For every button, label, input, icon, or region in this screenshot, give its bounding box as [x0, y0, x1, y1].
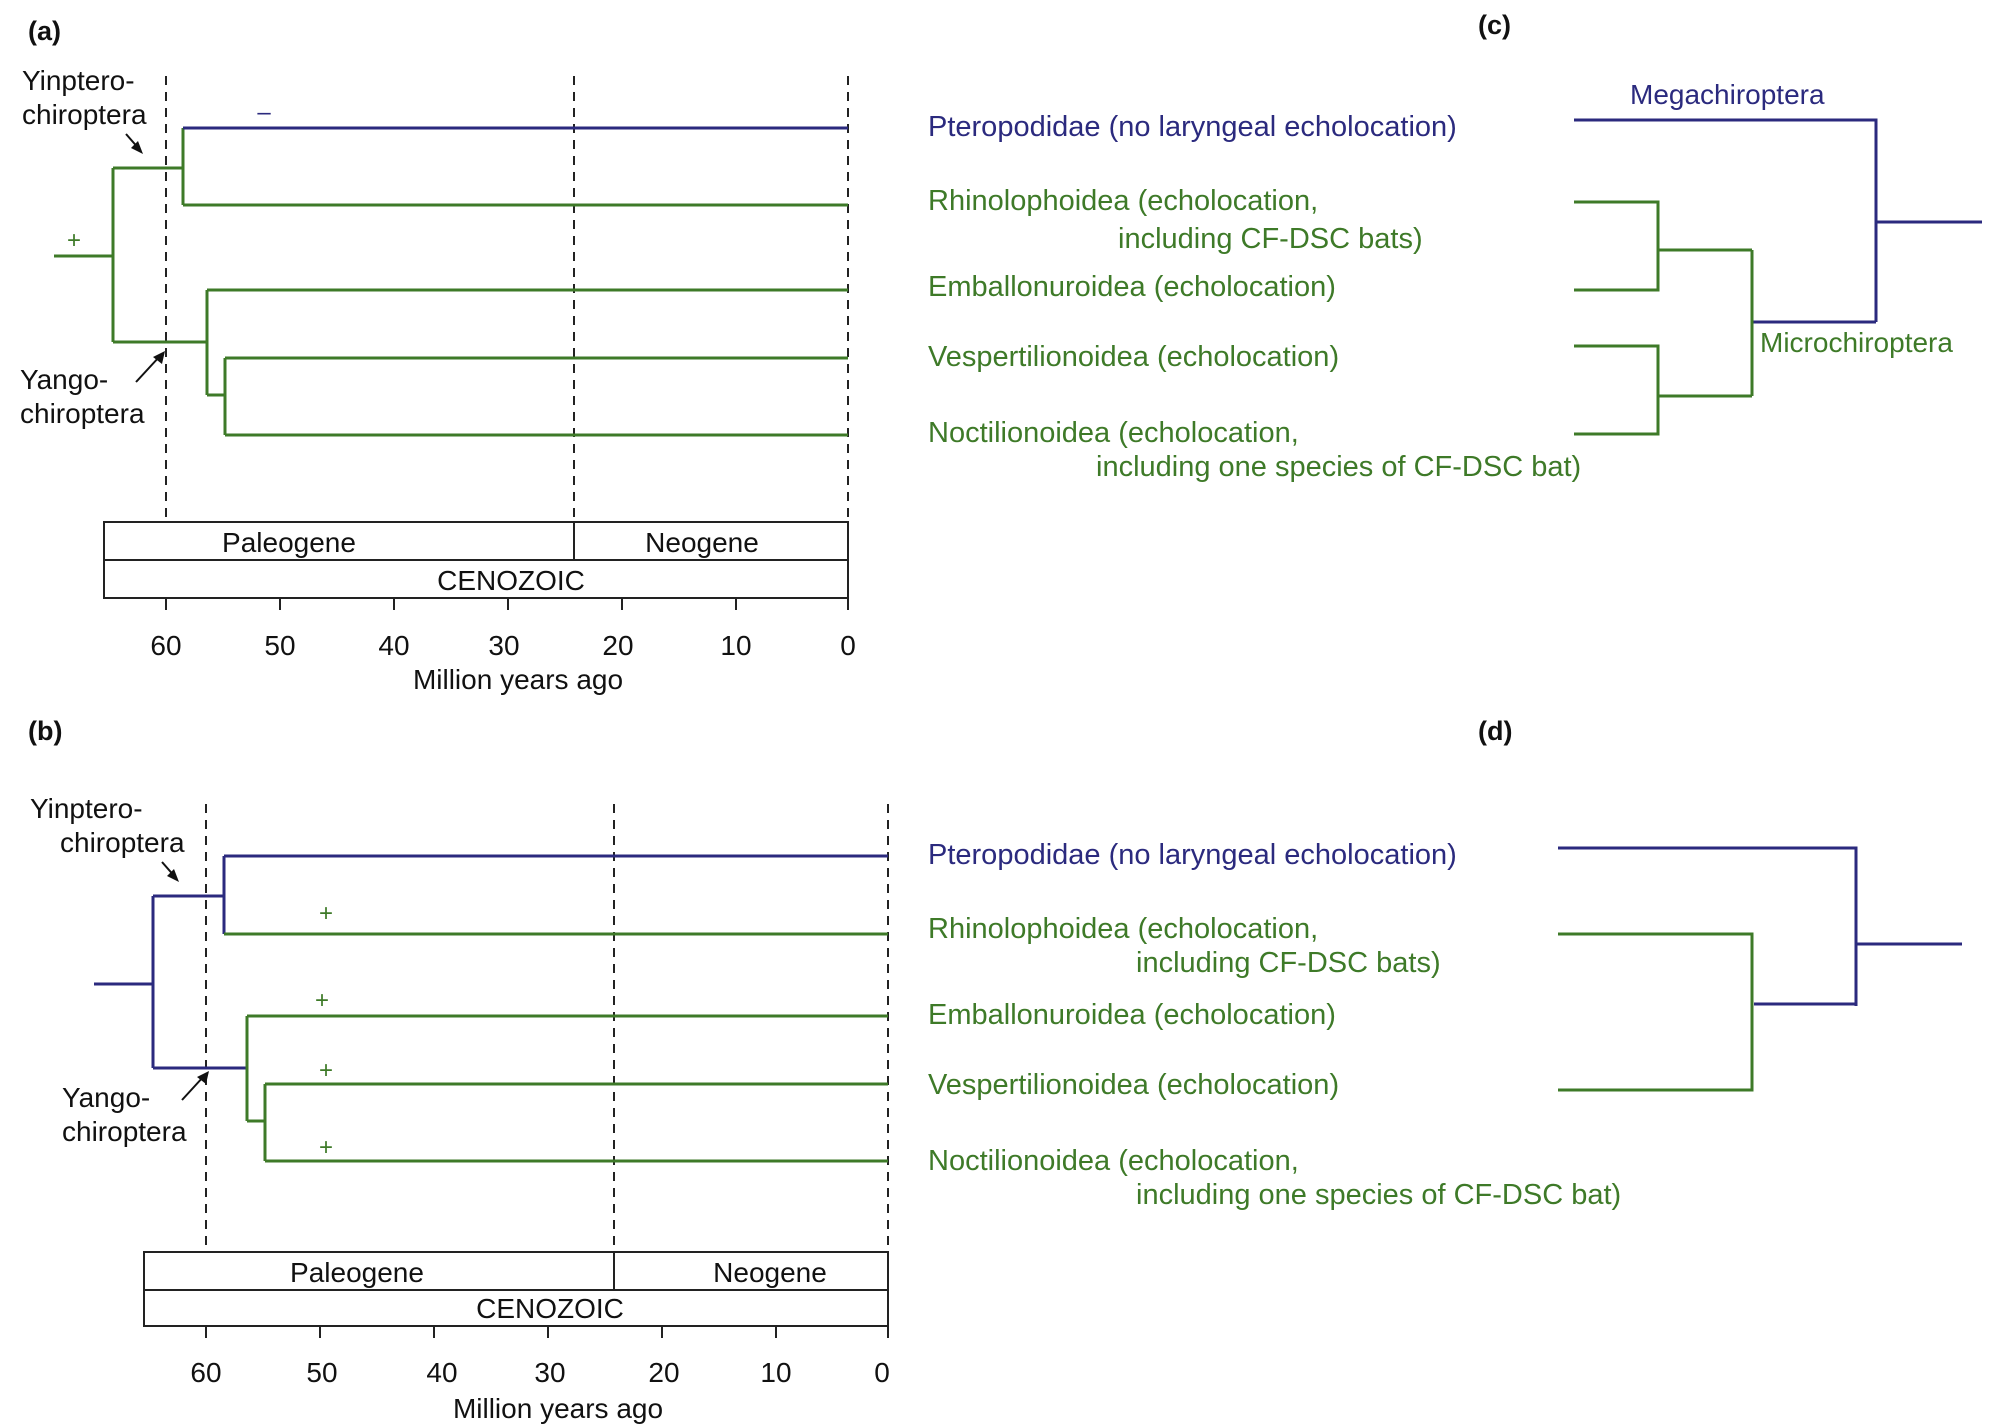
tick-label-10-a: 10	[720, 630, 751, 661]
tick-label-60-a: 60	[150, 630, 181, 661]
taxon-pteropodidae-c: Pteropodidae (no laryngeal echolocation)	[928, 111, 1457, 143]
taxon-vespertilionoidea-d: Vespertilionoidea (echolocation)	[928, 1069, 1339, 1101]
gain-sign-emballonuroidea-b: +	[315, 987, 329, 1014]
panel-a-letter: (a)	[28, 16, 61, 46]
panel-d-letter: (d)	[1478, 716, 1512, 746]
yango-arrowhead-a	[153, 351, 165, 364]
time-axis-b: 60 50 40 30 20 10 0	[190, 1326, 890, 1388]
cenozoic-label-a: CENOZOIC	[437, 565, 585, 596]
yinptero-label-1-b: Yinptero-	[30, 793, 143, 824]
taxon-noctilionoidea-c: Noctilionoidea (echolocation,	[928, 417, 1299, 449]
x-axis-label-b: Million years ago	[453, 1393, 663, 1424]
panel-c: (c) Pteropodidae (no laryngeal echolocat…	[928, 10, 1982, 483]
era-bar-b	[143, 1289, 889, 1327]
tick-label-0-a: 0	[840, 630, 856, 661]
paleogene-label-b: Paleogene	[290, 1257, 424, 1288]
tick-label-30-a: 30	[488, 630, 519, 661]
yinptero-label-1-a: Yinptero-	[22, 65, 135, 96]
rhino-vesp-node-d	[1558, 932, 1754, 1092]
tick-label-0-b: 0	[874, 1357, 890, 1388]
cenozoic-label-b: CENOZOIC	[476, 1293, 624, 1324]
megachiroptera-branch-c	[1574, 118, 1878, 322]
cladogram-c	[1574, 118, 1982, 436]
panel-b: (b) + + + + Yinptero- chiroptera Yango- …	[28, 716, 890, 1424]
taxon-vespertilionoidea-c: Vespertilionoidea (echolocation)	[928, 341, 1339, 373]
period-bar-b	[143, 1251, 889, 1291]
taxon-pteropodidae-d: Pteropodidae (no laryngeal echolocation)	[928, 839, 1457, 871]
neogene-label-a: Neogene	[645, 527, 759, 558]
yinptero-label-2-a: chiroptera	[22, 99, 147, 130]
tick-label-40-a: 40	[378, 630, 409, 661]
tick-label-40-b: 40	[426, 1357, 457, 1388]
taxon-list-c: Pteropodidae (no laryngeal echolocation)…	[928, 111, 1581, 483]
tick-label-50-a: 50	[264, 630, 295, 661]
tick-label-10-b: 10	[760, 1357, 791, 1388]
panel-a: (a) + – Yinptero- chiroptera Yango- chir…	[20, 16, 856, 695]
tick-label-30-b: 30	[534, 1357, 565, 1388]
yango-label-2-a: chiroptera	[20, 398, 145, 429]
megachiroptera-label: Megachiroptera	[1630, 79, 1825, 110]
paleogene-label-a: Paleogene	[222, 527, 356, 558]
gain-sign-root-a: +	[67, 227, 81, 254]
tick-label-20-a: 20	[602, 630, 633, 661]
taxon-noctilionoidea-c-line2: including one species of CF-DSC bat)	[1096, 451, 1581, 483]
panel-d: (d) Pteropodidae (no laryngeal echolocat…	[928, 716, 1962, 1211]
neogene-label-b: Neogene	[713, 1257, 827, 1288]
taxon-emballonuroidea-d: Emballonuroidea (echolocation)	[928, 999, 1336, 1031]
yinptero-arrowhead-b	[167, 869, 179, 882]
rhino-emba-node-c	[1574, 200, 1660, 292]
taxon-emballonuroidea-c: Emballonuroidea (echolocation)	[928, 271, 1336, 303]
taxon-list-d: Pteropodidae (no laryngeal echolocation)…	[928, 839, 1621, 1211]
tick-label-60-b: 60	[190, 1357, 221, 1388]
yinptero-arrowhead-a	[131, 141, 143, 154]
panel-b-letter: (b)	[28, 716, 62, 746]
cladogram-d	[1558, 846, 1962, 1092]
era-bar-a	[103, 559, 849, 599]
tick-label-50-b: 50	[306, 1357, 337, 1388]
taxon-noctilionoidea-d: Noctilionoidea (echolocation,	[928, 1145, 1299, 1177]
loss-sign-pteropodidae-a: –	[257, 99, 271, 126]
taxon-noctilionoidea-d-line2: including one species of CF-DSC bat)	[1136, 1179, 1621, 1211]
time-axis-a: 60 50 40 30 20 10 0	[150, 598, 856, 661]
yango-arrowhead-b	[197, 1071, 209, 1084]
taxon-rhinolophoidea-c: Rhinolophoidea (echolocation,	[928, 185, 1318, 217]
microchiroptera-label: Microchiroptera	[1760, 327, 1953, 358]
yango-arrow-a	[135, 355, 161, 383]
gain-sign-vespertilionoidea-b: +	[319, 1057, 333, 1084]
gain-sign-rhinolophoidea-b: +	[319, 900, 333, 927]
panel-c-letter: (c)	[1478, 10, 1511, 40]
gain-sign-noctilionoidea-b: +	[319, 1134, 333, 1161]
pteropodidae-branch-d	[1558, 846, 1858, 1006]
yango-label-2-b: chiroptera	[62, 1116, 187, 1147]
yinptero-label-2-b: chiroptera	[60, 827, 185, 858]
yango-label-1-b: Yango-	[62, 1082, 150, 1113]
yango-label-1-a: Yango-	[20, 364, 108, 395]
vesp-noct-node-c	[1574, 344, 1660, 436]
x-axis-label-a: Million years ago	[413, 664, 623, 695]
taxon-rhinolophoidea-d: Rhinolophoidea (echolocation,	[928, 913, 1318, 945]
taxon-rhinolophoidea-d-line2: including CF-DSC bats)	[1136, 947, 1441, 979]
tick-label-20-b: 20	[648, 1357, 679, 1388]
yango-arrow-b	[181, 1075, 205, 1101]
taxon-rhinolophoidea-c-line2: including CF-DSC bats)	[1118, 223, 1423, 255]
